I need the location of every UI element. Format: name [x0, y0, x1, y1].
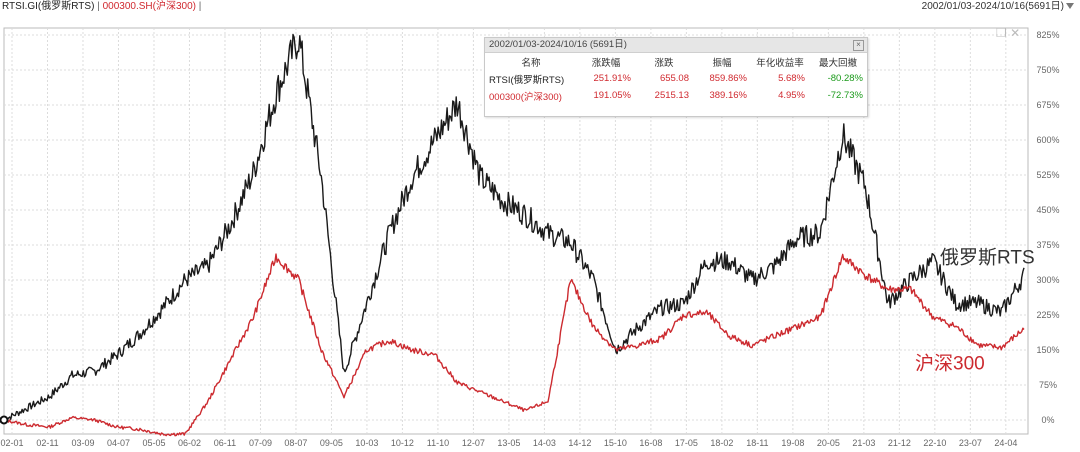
- x-tick-label: 06-11: [214, 438, 236, 448]
- restore-icon[interactable]: ❐: [996, 26, 1007, 40]
- date-range-selector[interactable]: 2002/01/03-2024/10/16(5691日): [922, 0, 1074, 14]
- y-tick-label: 600%: [1036, 135, 1059, 145]
- col-header: 名称: [521, 57, 541, 69]
- x-tick-label: 16-08: [639, 438, 662, 448]
- x-tick-label: 07-09: [249, 438, 272, 448]
- stats-panel-header: 2002/01/03-2024/10/16 (5691日) ×: [485, 38, 867, 53]
- y-tick-label: 375%: [1036, 240, 1059, 250]
- x-tick-label: 24-04: [994, 438, 1017, 448]
- x-tick-label: 10-03: [355, 438, 378, 448]
- window-controls[interactable]: ❐ ✕: [996, 26, 1026, 40]
- separator: |: [94, 1, 103, 12]
- x-tick-label: 19-08: [781, 438, 804, 448]
- x-tick-label: 04-07: [107, 438, 130, 448]
- x-tick-label: 13-05: [497, 438, 520, 448]
- y-tick-label: 675%: [1036, 100, 1059, 110]
- cell-change: 2515.13: [654, 90, 689, 101]
- cell-name: RTSI(俄罗斯RTS): [489, 74, 565, 86]
- y-tick-label: 525%: [1036, 170, 1059, 180]
- x-tick-label: 12-07: [462, 438, 485, 448]
- col-header: 涨跌: [654, 57, 674, 69]
- cell-name: 000300(沪深300): [489, 91, 562, 103]
- close-panel-icon[interactable]: ×: [853, 40, 864, 51]
- y-tick-label: 450%: [1036, 205, 1059, 215]
- stats-header-row: 名称 涨跌幅 涨跌 振幅 年化收益率 最大回撤: [485, 53, 867, 70]
- x-tick-label: 02-01: [0, 438, 23, 448]
- x-tick-label: 21-12: [888, 438, 911, 448]
- chart-title-bar: RTSI.GI(俄罗斯RTS) | 000300.SH(沪深300) | 200…: [0, 0, 1080, 14]
- series-label-csi300: 沪深300: [915, 353, 985, 375]
- y-tick-label: 300%: [1036, 275, 1059, 285]
- series-line-csi300: [3, 253, 1025, 437]
- table-row[interactable]: RTSI(俄罗斯RTS) 251.91% 655.08 859.86% 5.68…: [485, 70, 867, 87]
- table-row[interactable]: 000300(沪深300) 191.05% 2515.13 389.16% 4.…: [485, 87, 867, 104]
- x-tick-label: 14-03: [533, 438, 556, 448]
- y-tick-label: 0%: [1041, 415, 1054, 425]
- x-tick-label: 17-05: [675, 438, 698, 448]
- series-line-rts: [3, 33, 1025, 422]
- cell-amplitude: 859.86%: [709, 73, 747, 84]
- series2-label[interactable]: 000300.SH(沪深300): [102, 1, 196, 12]
- x-tick-label: 06-02: [178, 438, 201, 448]
- stats-panel-title: 2002/01/03-2024/10/16 (5691日): [489, 39, 627, 50]
- close-icon[interactable]: ✕: [1010, 26, 1021, 40]
- x-tick-label: 03-09: [71, 438, 94, 448]
- y-tick-label: 225%: [1036, 310, 1059, 320]
- cell-max-drawdown: -72.73%: [827, 90, 863, 101]
- col-header: 涨跌幅: [591, 57, 621, 69]
- y-tick-label: 750%: [1036, 65, 1059, 75]
- x-tick-label: 02-11: [36, 438, 58, 448]
- separator-2: |: [195, 1, 202, 12]
- y-tick-label: 150%: [1036, 345, 1059, 355]
- start-point-marker: [0, 415, 9, 425]
- x-tick-label: 22-10: [923, 438, 946, 448]
- col-header: 年化收益率: [756, 57, 804, 69]
- x-tick-label: 23-07: [959, 438, 982, 448]
- y-tick-label: 825%: [1036, 30, 1059, 40]
- col-header: 最大回撤: [818, 57, 857, 69]
- stats-table: 名称 涨跌幅 涨跌 振幅 年化收益率 最大回撤 RTSI(俄罗斯RTS) 251…: [485, 53, 867, 104]
- col-header: 振幅: [712, 57, 732, 69]
- x-tick-label: 20-05: [817, 438, 840, 448]
- x-tick-label: 10-12: [391, 438, 414, 448]
- x-tick-label: 18-02: [710, 438, 733, 448]
- x-tick-label: 08-07: [284, 438, 307, 448]
- cell-max-drawdown: -80.28%: [827, 73, 863, 84]
- x-tick-label: 21-03: [852, 438, 875, 448]
- cell-change-pct: 191.05%: [593, 90, 631, 101]
- series1-label[interactable]: RTSI.GI(俄罗斯RTS): [2, 1, 95, 12]
- dropdown-arrow-icon[interactable]: [1066, 3, 1074, 10]
- date-range-label[interactable]: 2002/01/03-2024/10/16(5691日): [921, 1, 1064, 12]
- cell-amplitude: 389.16%: [709, 90, 747, 101]
- stats-panel: 2002/01/03-2024/10/16 (5691日) × 名称 涨跌幅 涨…: [484, 37, 868, 117]
- x-tick-label: 18-11: [746, 438, 768, 448]
- series-label-rts: 俄罗斯RTS: [940, 247, 1035, 269]
- cell-annual-return: 4.95%: [778, 90, 805, 101]
- cell-annual-return: 5.68%: [778, 73, 805, 84]
- cell-change: 655.08: [659, 73, 689, 84]
- cell-change-pct: 251.91%: [593, 73, 631, 84]
- y-tick-label: 75%: [1039, 380, 1057, 390]
- series-labels: RTSI.GI(俄罗斯RTS) | 000300.SH(沪深300) |: [2, 0, 201, 14]
- x-tick-label: 05-05: [142, 438, 165, 448]
- x-tick-label: 09-05: [320, 438, 343, 448]
- x-tick-label: 15-10: [604, 438, 627, 448]
- x-tick-label: 14-12: [568, 438, 591, 448]
- x-tick-label: 11-10: [427, 438, 449, 448]
